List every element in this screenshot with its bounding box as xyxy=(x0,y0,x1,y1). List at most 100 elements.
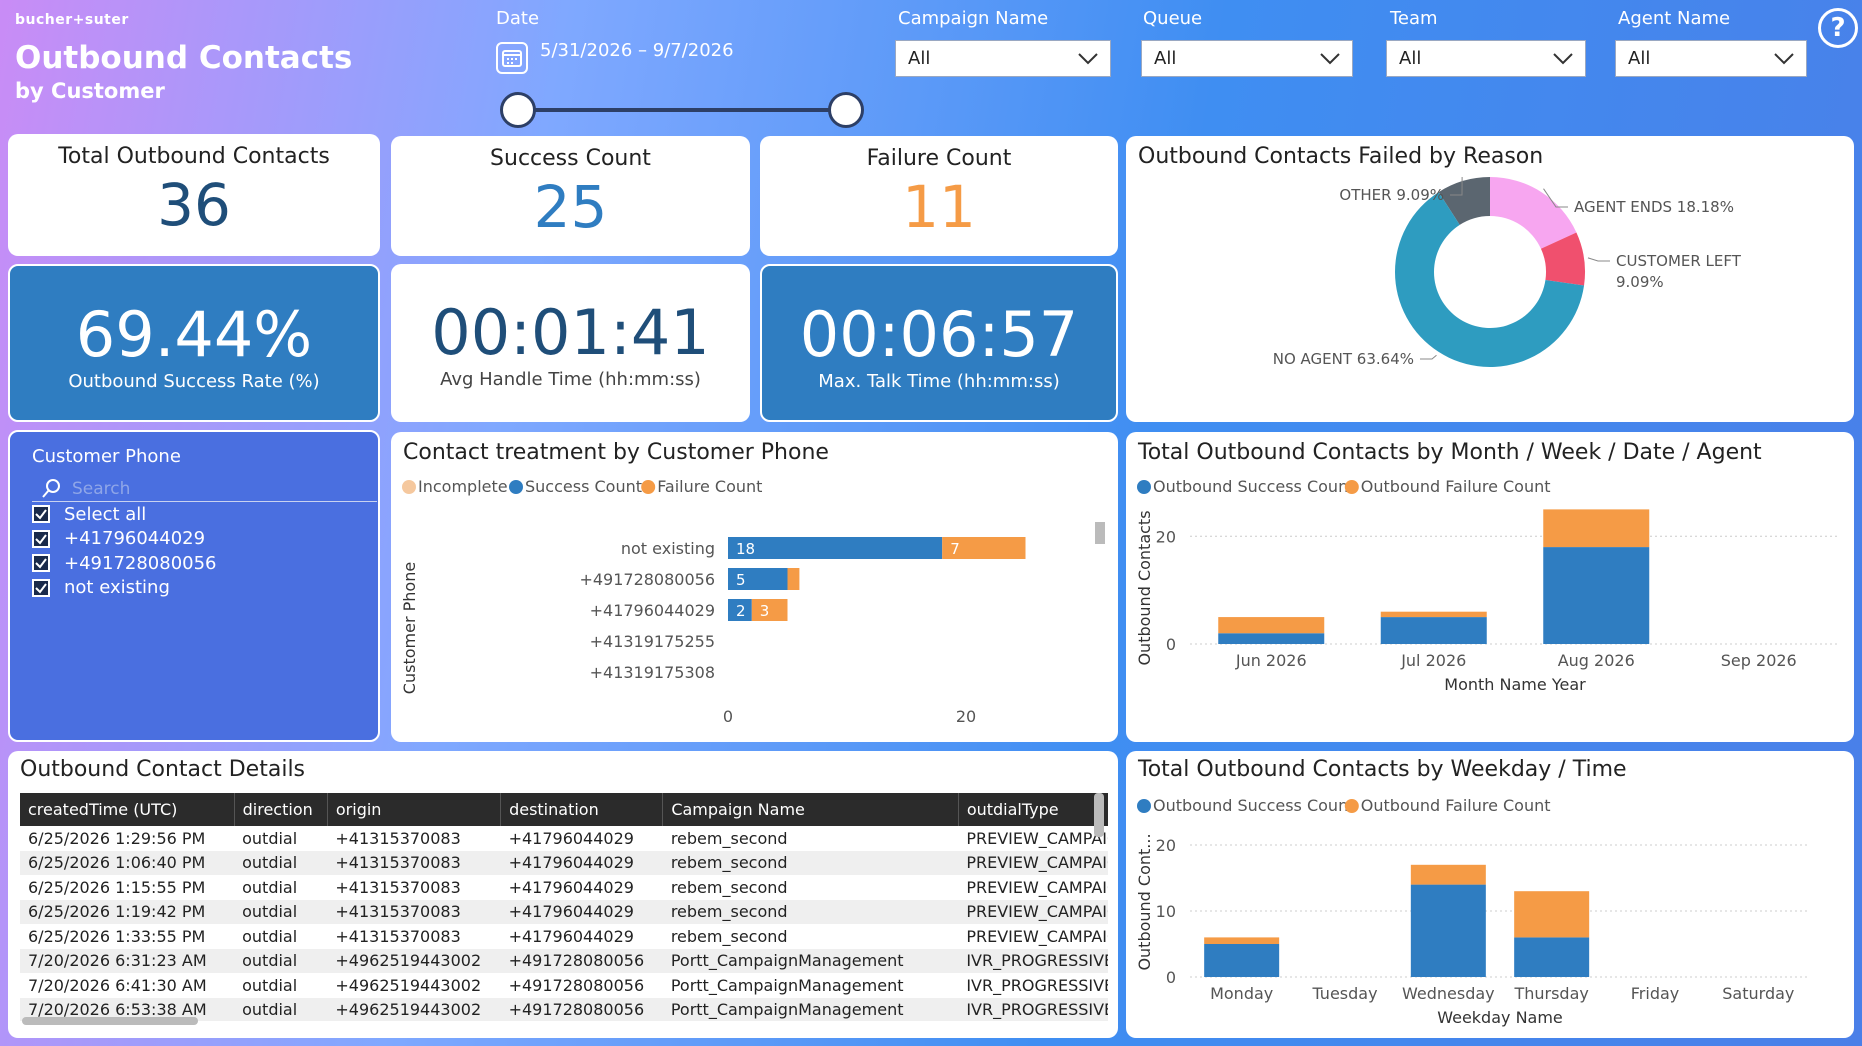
bar-failure xyxy=(1514,891,1590,938)
checkbox[interactable] xyxy=(32,554,50,573)
table-cell: IVR_PROGRESSIVE xyxy=(958,948,1108,973)
contact-treatment-panel: Contact treatment by Customer Phone Inco… xyxy=(391,432,1118,742)
checkmark-icon xyxy=(35,509,47,520)
bar-success xyxy=(1543,547,1650,644)
campaign-dropdown[interactable]: All xyxy=(895,40,1111,77)
help-button[interactable]: ? xyxy=(1818,8,1858,48)
checkbox[interactable] xyxy=(32,529,50,548)
bar-success xyxy=(1204,944,1280,977)
x-tick-label: Monday xyxy=(1210,984,1273,1003)
table-cell: outdial xyxy=(234,948,328,973)
team-selected-value: All xyxy=(1399,48,1422,69)
donut-slice-agent-ends xyxy=(1490,177,1577,249)
bar-success xyxy=(728,599,752,621)
column-header-origin[interactable]: origin xyxy=(327,793,502,826)
checkmark-icon xyxy=(35,534,47,545)
contact-treatment-title: Contact treatment by Customer Phone xyxy=(403,440,829,465)
table-cell: PREVIEW_CAMPAIGN xyxy=(958,899,1108,924)
y-tick-label: +41319175308 xyxy=(590,663,715,682)
date-filter-label: Date xyxy=(496,8,540,29)
slicer-search-box[interactable]: Search xyxy=(32,476,377,502)
date-slider-end-handle[interactable] xyxy=(828,92,864,128)
checkbox[interactable] xyxy=(32,505,50,524)
bar-failure xyxy=(1410,864,1486,885)
table-cell: +41796044029 xyxy=(508,828,634,848)
team-dropdown[interactable]: All xyxy=(1386,40,1586,77)
column-header-destination[interactable]: destination xyxy=(500,793,664,826)
table-cell: Portt_CampaignManagement xyxy=(662,948,959,973)
table-row[interactable]: 7/20/2026 6:41:30 AM outdial +496251944300… xyxy=(20,973,1108,998)
bar-success xyxy=(1380,617,1487,644)
column-header-outdialtype[interactable]: outdialType xyxy=(958,793,1108,826)
chevron-down-icon xyxy=(1774,52,1794,64)
bar-failure xyxy=(942,537,1026,559)
contact-details-table: createdTime (UTC) direction origin destinat… xyxy=(20,793,1108,1021)
table-cell: IVR_PROGRESSIVE xyxy=(958,997,1108,1021)
kpi-failure-label: Failure Count xyxy=(866,146,1012,171)
table-cell: +41796044029 xyxy=(508,877,634,897)
slicer-item-select-all[interactable]: Select all xyxy=(32,502,217,527)
queue-dropdown[interactable]: All xyxy=(1141,40,1353,77)
table-cell: 6/25/2026 1:19:42 PM xyxy=(20,899,235,924)
column-header-createdtime-utc[interactable]: createdTime (UTC) xyxy=(20,793,235,826)
column-header-campaign-name[interactable]: Campaign Name xyxy=(662,793,959,826)
slicer-item-491728080056[interactable]: +491728080056 xyxy=(32,551,217,576)
legend-label-incomplete: Incomplete xyxy=(418,477,508,496)
search-icon xyxy=(42,479,60,498)
legend-dot xyxy=(641,480,656,494)
table-cell: 6/25/2026 1:33:55 PM xyxy=(28,926,206,946)
donut-label-no-agent: NO AGENT 63.64% xyxy=(1273,350,1414,368)
date-range-value[interactable]: 5/31/2026 – 9/7/2026 xyxy=(540,40,734,61)
bar-label: 2 xyxy=(736,602,746,620)
y-tick-label: +491728080056 xyxy=(579,570,715,589)
table-row[interactable]: 6/25/2026 1:29:56 PM outdial +41315370083 +… xyxy=(20,826,1108,851)
calendar-icon[interactable] xyxy=(496,42,528,74)
column-header-direction[interactable]: direction xyxy=(234,793,328,826)
table-horizontal-scrollbar[interactable] xyxy=(22,1017,198,1025)
table-row[interactable]: 7/20/2026 6:31:23 AM outdial +496251944300… xyxy=(20,948,1108,973)
date-slider-start-handle[interactable] xyxy=(500,92,536,128)
table-cell: +41315370083 xyxy=(335,877,461,897)
y-tick-label: +41796044029 xyxy=(590,601,715,620)
x-tick-label: Tuesday xyxy=(1311,984,1377,1003)
table-row[interactable]: 7/20/2026 6:53:38 AM outdial +496251944300… xyxy=(20,997,1108,1021)
campaign-filter-label: Campaign Name xyxy=(898,8,1049,29)
bar-failure xyxy=(1380,611,1487,618)
failed-by-reason-title: Outbound Contacts Failed by Reason xyxy=(1138,144,1544,169)
table-row[interactable]: 6/25/2026 1:06:40 PM outdial +41315370083 +… xyxy=(20,850,1108,875)
agent-dropdown[interactable]: All xyxy=(1615,40,1807,77)
donut-slice-no-agent xyxy=(1395,192,1585,368)
donut-label-agent-ends: AGENT ENDS 18.18% xyxy=(1574,198,1734,216)
kpi-aht-value: 00:01:41 xyxy=(431,296,710,369)
campaign-selected-value: All xyxy=(908,48,931,69)
chart-scrollbar[interactable] xyxy=(1095,522,1105,544)
x-tick-label: Sep 2026 xyxy=(1721,651,1797,670)
checkbox[interactable] xyxy=(32,578,50,597)
chevron-down-icon xyxy=(1320,52,1340,64)
slicer-title: Customer Phone xyxy=(32,446,181,467)
slicer-item-label: Select all xyxy=(64,503,147,525)
table-cell: PREVIEW_CAMPAIGN xyxy=(966,828,1108,848)
table-cell: +491728080056 xyxy=(500,948,663,973)
y-tick-label: 0 xyxy=(1166,635,1176,654)
x-tick-label: Jul 2026 xyxy=(1400,651,1466,670)
table-cell: +491728080056 xyxy=(508,975,645,995)
table-cell: +41796044029 xyxy=(508,926,634,946)
table-row[interactable]: 6/25/2026 1:15:55 PM outdial +41315370083 +… xyxy=(20,875,1108,900)
table-row[interactable]: 6/25/2026 1:33:55 PM outdial +41315370083 +… xyxy=(20,924,1108,949)
slicer-item-not-existing[interactable]: not existing xyxy=(32,576,217,601)
table-row[interactable]: 6/25/2026 1:19:42 PM outdial +41315370083 +… xyxy=(20,899,1108,924)
slicer-item-41796044029[interactable]: +41796044029 xyxy=(32,527,217,552)
donut-leader-line xyxy=(1543,188,1568,208)
date-slider-track xyxy=(518,108,848,112)
kpi-success-label: Success Count xyxy=(490,146,651,171)
table-vertical-scrollbar[interactable] xyxy=(1094,793,1104,837)
bar-failure xyxy=(751,599,788,621)
contact-details-title: Outbound Contact Details xyxy=(20,757,306,782)
y-tick-label: +41319175255 xyxy=(590,632,715,651)
bar-success xyxy=(728,537,943,559)
table-cell: outdial xyxy=(234,899,328,924)
kpi-aht-label: Avg Handle Time (hh:mm:ss) xyxy=(440,369,701,390)
table-cell: rebem_second xyxy=(670,926,788,946)
kpi-success-rate-value: 69.44% xyxy=(75,298,313,371)
